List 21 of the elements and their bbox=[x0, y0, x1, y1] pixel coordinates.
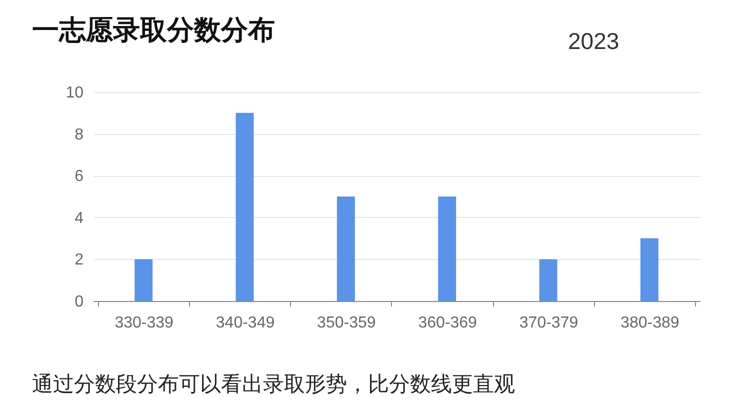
text: 通过分数段分布可以看出录取形势，比分数线更直观 bbox=[32, 371, 515, 398]
y-tick-label: 2 bbox=[74, 252, 84, 269]
bar bbox=[539, 259, 558, 301]
chart-title: 一志愿录取分数分布 bbox=[32, 14, 275, 48]
x-tick-label: 340-349 bbox=[216, 314, 275, 332]
bar bbox=[236, 112, 254, 301]
y-tick-label: 4 bbox=[74, 210, 84, 227]
x-tick-label: 330-339 bbox=[114, 314, 174, 332]
bar bbox=[438, 196, 456, 301]
bar bbox=[640, 238, 658, 301]
x-tick-label: 360-369 bbox=[418, 314, 478, 332]
x-tick-label: 380-389 bbox=[620, 314, 680, 332]
y-tick-label: 8 bbox=[74, 126, 84, 144]
chart-subtitle: 2023 bbox=[568, 28, 620, 55]
y-tick-label: 6 bbox=[74, 168, 84, 186]
bar bbox=[336, 196, 355, 301]
x-tick-label: 370-379 bbox=[519, 314, 578, 332]
x-tick-label: 350-359 bbox=[317, 314, 376, 332]
y-tick-label: 0 bbox=[74, 294, 84, 310]
bar bbox=[134, 259, 153, 301]
y-tick-label: 10 bbox=[66, 84, 84, 102]
